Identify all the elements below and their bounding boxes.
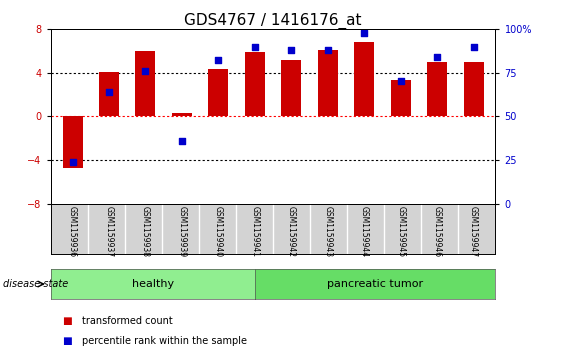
Text: GSM1159936: GSM1159936 [68, 206, 77, 257]
Point [323, 47, 332, 53]
Text: healthy: healthy [132, 279, 173, 289]
Text: disease state: disease state [3, 279, 71, 289]
Text: GSM1159943: GSM1159943 [323, 206, 332, 257]
Point [251, 44, 260, 49]
Text: GSM1159938: GSM1159938 [141, 206, 150, 257]
Text: GSM1159942: GSM1159942 [287, 206, 296, 257]
Point [105, 89, 114, 95]
Text: GSM1159947: GSM1159947 [469, 206, 478, 257]
Text: GSM1159945: GSM1159945 [396, 206, 405, 257]
Bar [282, 60, 301, 117]
Text: GSM1159940: GSM1159940 [214, 206, 223, 257]
Point [177, 138, 186, 144]
Text: ■: ■ [62, 316, 72, 326]
Bar [427, 62, 447, 117]
Bar [354, 42, 374, 117]
Bar [99, 72, 119, 117]
Bar [391, 80, 410, 117]
Text: transformed count: transformed count [82, 316, 172, 326]
Point [141, 68, 150, 74]
Bar [172, 113, 192, 117]
Text: GSM1159939: GSM1159939 [177, 206, 186, 257]
Text: GSM1159946: GSM1159946 [432, 206, 441, 257]
Text: GSM1159941: GSM1159941 [251, 206, 260, 257]
Bar [62, 117, 83, 168]
Point [214, 58, 223, 64]
Point [287, 47, 296, 53]
Text: percentile rank within the sample: percentile rank within the sample [82, 336, 247, 346]
Point [360, 30, 369, 36]
Bar [463, 62, 484, 117]
Bar [245, 52, 265, 117]
Point [432, 54, 441, 60]
Point [68, 159, 77, 165]
Text: pancreatic tumor: pancreatic tumor [327, 279, 423, 289]
Point [469, 44, 478, 49]
Text: GSM1159944: GSM1159944 [360, 206, 369, 257]
Text: GSM1159937: GSM1159937 [105, 206, 114, 257]
Point [396, 78, 405, 84]
Bar [208, 69, 229, 117]
Bar [136, 51, 155, 117]
Text: ■: ■ [62, 336, 72, 346]
Bar [318, 50, 338, 117]
Title: GDS4767 / 1416176_at: GDS4767 / 1416176_at [184, 13, 362, 29]
